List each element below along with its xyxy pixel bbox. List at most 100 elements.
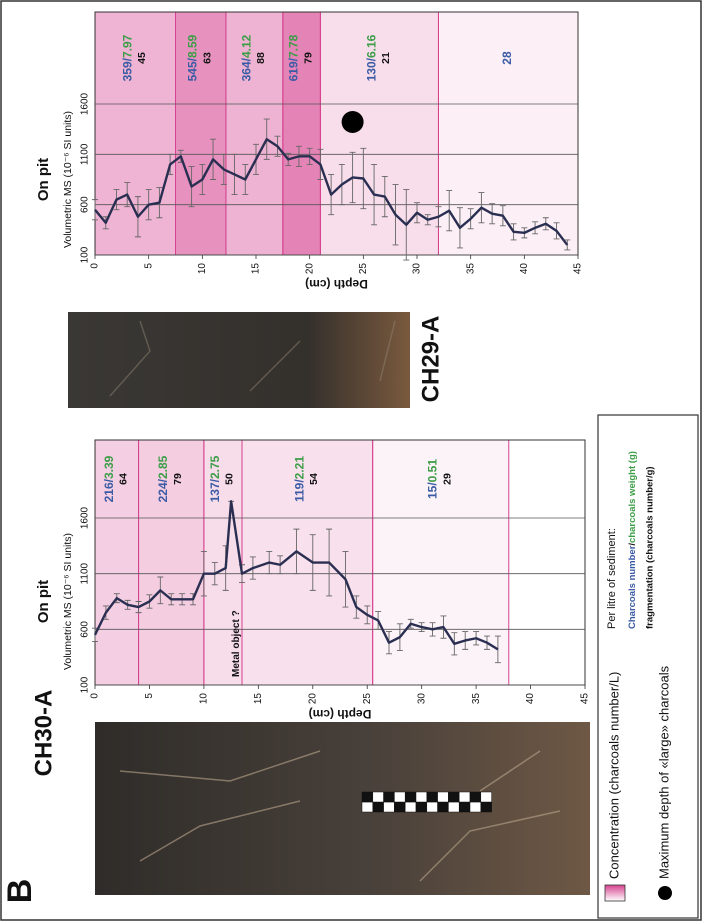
scale-square xyxy=(415,791,428,803)
scale-square xyxy=(458,791,471,803)
error-bar xyxy=(564,239,571,251)
layer-label: 137/2.75 xyxy=(208,455,222,502)
scale-bar xyxy=(361,791,492,813)
concentration-band xyxy=(175,11,227,256)
x-tick-label: 0 xyxy=(90,693,101,699)
charcoal-number: 364 xyxy=(240,61,254,81)
legend-label: Charcoals number/charcoals weight (g) xyxy=(627,451,638,629)
scale-square xyxy=(404,801,417,813)
scale-square xyxy=(469,791,482,803)
chart-title: On pit xyxy=(35,580,52,623)
scale-square xyxy=(394,801,406,813)
layer-label: 28 xyxy=(500,51,514,65)
fragmentation-label: 63 xyxy=(202,52,214,64)
separator: / xyxy=(240,57,254,61)
fragmentation-label: 45 xyxy=(136,52,148,64)
x-tick-label: 30 xyxy=(416,693,427,705)
scale-square xyxy=(480,791,492,803)
charcoal-weight: 7.78 xyxy=(287,34,301,58)
x-tick-label: 35 xyxy=(465,263,476,275)
charcoal-number: 619 xyxy=(287,61,301,81)
x-tick-label: 10 xyxy=(197,263,208,275)
x-tick-label: 10 xyxy=(199,693,210,705)
concentration-band xyxy=(319,11,439,256)
charcoal-weight: 8.59 xyxy=(186,34,200,58)
separator: / xyxy=(186,57,200,61)
photo-roots xyxy=(119,750,561,882)
charcoal-number: 216 xyxy=(102,482,116,502)
charcoal-weight: 4.12 xyxy=(240,34,254,58)
x-tick-label: 25 xyxy=(358,263,369,275)
legend-label: fragmentation (charcoals number/g) xyxy=(645,466,656,629)
separator: / xyxy=(287,57,301,61)
y-tick-label: 1600 xyxy=(80,92,91,115)
legend-marker xyxy=(658,886,672,900)
charcoal-number: 137 xyxy=(208,482,222,502)
legend-label: Per litre of sediment: xyxy=(606,528,618,629)
scale-square xyxy=(426,801,438,813)
charcoal-number: 224 xyxy=(156,482,170,502)
scale-square xyxy=(437,801,449,813)
x-tick-label: 25 xyxy=(362,693,373,705)
scale-square xyxy=(361,791,374,803)
site-title: CH30-A xyxy=(30,690,57,777)
annotation: Metal object ? xyxy=(231,610,242,677)
soil-photo xyxy=(95,722,590,895)
charcoal-weight: 3.39 xyxy=(102,455,116,479)
charcoal-number: 119 xyxy=(293,482,307,502)
layer-label: 216/3.39 xyxy=(102,455,116,502)
figure-body: B Concentration (charcoals number/L) Max… xyxy=(1,11,699,919)
layer-label: 619/7.78 xyxy=(287,34,301,81)
y-tick-label: 100 xyxy=(80,246,91,263)
scale-square xyxy=(448,791,460,803)
scale-square xyxy=(448,801,460,813)
charcoal-number: 15 xyxy=(426,485,440,499)
x-tick-label: 0 xyxy=(90,263,101,269)
ms-line xyxy=(94,138,569,246)
scale-square xyxy=(394,791,406,803)
charcoal-number: 545 xyxy=(186,61,200,81)
x-tick-label: 30 xyxy=(412,263,423,275)
fragmentation-label: 50 xyxy=(224,473,236,485)
x-tick-label: 45 xyxy=(573,263,584,275)
max-depth-marker xyxy=(341,111,364,133)
separator: / xyxy=(208,478,222,482)
fragmentation-label: 79 xyxy=(172,473,184,485)
legend-swatch xyxy=(604,884,626,902)
legend-label: Maximum depth of «large» charcoals xyxy=(656,665,671,879)
scale-square xyxy=(383,801,395,813)
x-axis-label: Depth (cm) xyxy=(309,707,372,721)
charcoal-number: 130 xyxy=(365,61,379,81)
x-tick-label: 5 xyxy=(144,693,155,699)
scale-square xyxy=(437,791,449,803)
figure-label: B xyxy=(1,879,39,904)
layer-label: 224/2.85 xyxy=(156,455,170,502)
legend-number: Charcoals number xyxy=(627,545,638,629)
scale-square xyxy=(426,791,438,803)
charcoal-weight: 2.75 xyxy=(208,455,222,479)
scale-square xyxy=(372,801,384,813)
legend-separator: / xyxy=(627,543,638,546)
x-tick-label: 35 xyxy=(471,693,482,705)
charcoal-weight: 0.51 xyxy=(426,459,440,483)
separator: / xyxy=(426,482,440,486)
scale-square xyxy=(415,801,428,813)
y-tick-label: 1100 xyxy=(80,143,91,165)
separator: / xyxy=(365,57,379,61)
y-axis-label: Volumetric MS (10⁻⁶ SI units) xyxy=(62,533,74,670)
fragmentation-label: 64 xyxy=(118,473,130,485)
x-tick-label: 40 xyxy=(525,693,536,705)
layer-label: 130/6.16 xyxy=(365,34,379,81)
separator: / xyxy=(102,478,116,482)
fragmentation-label: 79 xyxy=(302,52,314,64)
layer-label: 15/0.51 xyxy=(426,459,440,499)
charcoal-number: 28 xyxy=(500,51,514,65)
x-tick-label: 45 xyxy=(580,693,591,705)
layer-label: 359/7.97 xyxy=(120,34,134,81)
legend-label: Concentration (charcoals number/L) xyxy=(606,672,621,879)
ms-line xyxy=(93,500,499,651)
fragmentation-label: 21 xyxy=(380,52,392,64)
scale-square xyxy=(458,801,471,813)
concentration-band xyxy=(225,11,284,256)
